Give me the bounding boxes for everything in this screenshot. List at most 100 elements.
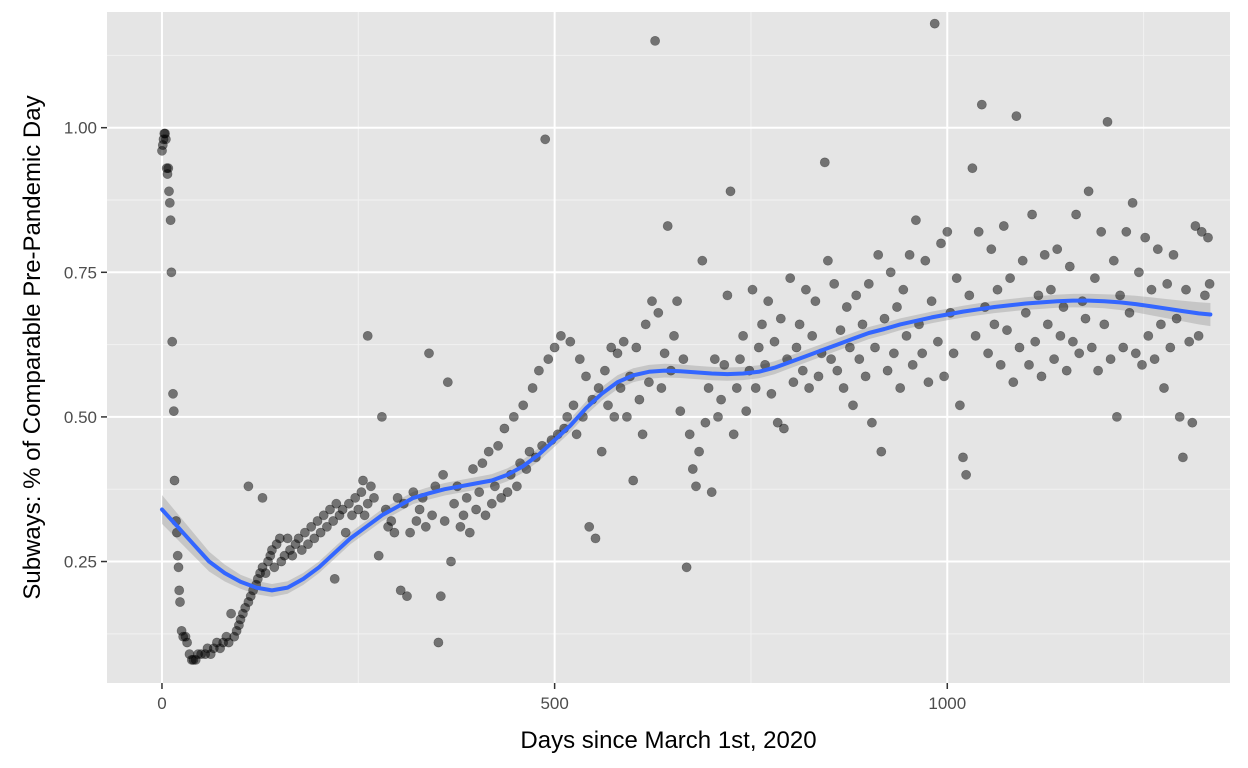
data-point: [838, 383, 849, 393]
data-point: [461, 492, 472, 503]
data-point: [995, 359, 1006, 370]
data-point: [885, 267, 896, 278]
data-point: [306, 521, 317, 532]
data-point: [700, 417, 711, 428]
data-point: [1080, 313, 1091, 324]
data-point: [369, 492, 379, 503]
data-point: [706, 487, 717, 497]
data-point: [1005, 273, 1015, 283]
data-point: [989, 319, 1000, 330]
data-point: [168, 388, 178, 399]
data-point: [1168, 249, 1179, 260]
data-point: [998, 221, 1009, 231]
data-point: [813, 371, 824, 382]
data-point: [1200, 290, 1210, 301]
data-point: [446, 556, 456, 567]
data-point: [1112, 411, 1122, 422]
y-tick-label: 0.50: [64, 408, 97, 427]
data-point: [1058, 302, 1069, 312]
data-point: [315, 527, 326, 538]
data-point: [584, 521, 595, 532]
data-point: [826, 354, 836, 364]
data-point: [581, 371, 591, 382]
data-point: [672, 296, 682, 307]
data-point: [1017, 255, 1028, 266]
x-tick-label: 500: [540, 694, 568, 713]
y-tick-label: 0.75: [64, 263, 97, 282]
data-point: [508, 411, 519, 422]
data-point: [948, 348, 959, 359]
data-point: [480, 510, 491, 521]
data-point: [167, 336, 178, 347]
data-point: [936, 238, 946, 249]
data-point: [282, 533, 293, 544]
data-point: [735, 354, 745, 364]
data-point: [1008, 377, 1019, 388]
y-axis-title: Subways: % of Comparable Pre-Pandemic Da…: [19, 95, 46, 599]
data-point: [603, 400, 613, 411]
data-point: [402, 591, 412, 602]
data-point: [1105, 354, 1116, 364]
data-point: [606, 342, 617, 353]
data-point: [303, 539, 313, 550]
data-point: [694, 446, 704, 457]
data-point: [442, 377, 453, 388]
data-point: [769, 336, 780, 347]
data-point: [562, 411, 573, 422]
data-point: [810, 296, 821, 307]
data-point: [435, 591, 446, 602]
data-point: [540, 134, 551, 145]
data-point: [392, 492, 403, 503]
data-point: [722, 290, 733, 301]
data-point: [486, 498, 497, 509]
data-point: [1124, 307, 1135, 318]
data-point: [474, 487, 485, 497]
data-point: [775, 313, 786, 324]
data-point: [596, 446, 607, 457]
data-point: [527, 383, 538, 393]
data-point: [628, 475, 639, 486]
data-point: [1039, 249, 1050, 260]
data-point: [477, 458, 488, 469]
data-point: [926, 296, 937, 307]
data-point: [414, 504, 425, 515]
data-point: [1149, 354, 1160, 364]
data-point: [1014, 342, 1025, 353]
data-point: [785, 273, 796, 283]
data-point: [895, 383, 906, 393]
data-point: [851, 290, 862, 301]
data-point: [738, 330, 748, 341]
data-point: [1068, 336, 1078, 347]
data-point: [296, 545, 307, 555]
data-point: [1052, 244, 1063, 255]
data-point: [347, 510, 357, 521]
data-point: [489, 481, 500, 492]
data-point: [1099, 319, 1110, 330]
data-point: [929, 18, 940, 29]
data-point: [174, 585, 185, 596]
data-point: [1096, 226, 1107, 237]
data-point: [857, 319, 868, 330]
data-point: [1074, 348, 1085, 359]
data-point: [772, 417, 783, 428]
data-point: [951, 273, 962, 283]
data-point: [168, 406, 179, 416]
data-point: [904, 249, 915, 260]
data-point: [299, 527, 310, 538]
data-point: [164, 186, 174, 197]
data-point: [353, 504, 364, 515]
data-point: [182, 637, 192, 648]
minor-gridlines: [107, 12, 1230, 683]
data-point: [1055, 330, 1066, 341]
data-point: [1115, 290, 1125, 301]
data-point: [669, 330, 679, 341]
data-point: [1083, 186, 1094, 197]
data-point: [1203, 232, 1213, 243]
data-point: [565, 336, 576, 347]
data-point: [1030, 336, 1041, 347]
data-point: [1137, 359, 1147, 370]
data-point: [455, 521, 466, 532]
data-point: [496, 492, 507, 503]
